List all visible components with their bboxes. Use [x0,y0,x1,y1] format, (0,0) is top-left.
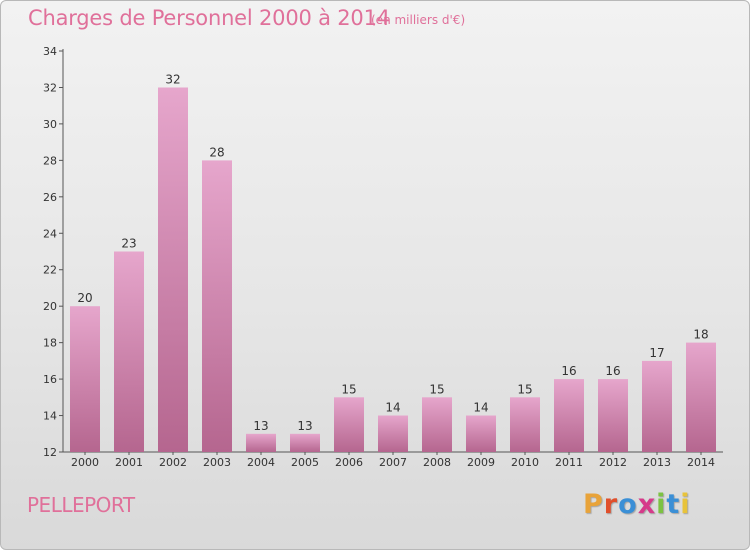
commune-name: PELLEPORT [27,493,135,517]
value-label: 15 [429,382,444,396]
x-tick-label: 2008 [423,456,451,469]
logo-letter: x [637,489,657,520]
x-tick-label: 2012 [599,456,627,469]
x-tick-label: 2000 [71,456,99,469]
y-tick-label: 14 [43,410,57,423]
y-tick-label: 22 [43,264,57,277]
x-tick-label: 2010 [511,456,539,469]
bar [642,360,672,452]
chart-title: Charges de Personnel 2000 à 2014 [28,6,390,30]
value-label: 18 [693,328,708,342]
logo-letter: o [618,489,638,520]
bar [466,415,496,452]
x-tick-label: 2011 [555,456,583,469]
y-tick-label: 28 [43,154,57,167]
proxiti-logo: Proxiti [583,489,691,520]
bar [598,379,628,452]
y-tick-label: 34 [43,45,57,58]
y-tick-label: 30 [43,118,57,131]
y-tick-label: 24 [43,227,57,240]
x-tick-label: 2005 [291,456,319,469]
x-tick-label: 2004 [247,456,275,469]
value-label: 15 [341,382,356,396]
x-tick-label: 2002 [159,456,187,469]
bars [70,87,716,452]
axes: 12 14 16 18 20 22 24 26 28 30 32 34 2000 2001 2002 2003… [43,45,723,469]
value-label: 15 [517,382,532,396]
x-tick-label: 2001 [115,456,143,469]
value-label: 14 [473,401,488,415]
bar [290,433,320,452]
value-label: 32 [165,72,180,86]
bar [114,251,144,452]
value-label: 23 [121,237,136,251]
value-label: 20 [77,291,92,305]
y-tick-label: 32 [43,81,57,94]
logo-letter: i [680,489,691,520]
value-label: 28 [209,145,224,159]
bar [70,306,100,452]
x-tick-label: 2007 [379,456,407,469]
bar [158,87,188,452]
x-tick-label: 2003 [203,456,231,469]
bar [510,397,540,452]
value-label: 16 [605,364,620,378]
x-tick-label: 2014 [687,456,715,469]
bar [686,342,716,452]
value-labels: 20 23 32 28 13 13 15 14 15 14 15 16 16 17 18 [77,72,708,432]
logo-letter: P [583,489,604,520]
value-label: 16 [561,364,576,378]
x-tick-label: 2013 [643,456,671,469]
y-tick-label: 26 [43,191,57,204]
bar [246,433,276,452]
y-tick-label: 16 [43,373,57,386]
value-label: 13 [253,419,268,433]
logo-letter: i [656,489,667,520]
value-label: 17 [649,346,664,360]
logo-letter: t [666,489,681,520]
x-tick-label: 2006 [335,456,363,469]
value-label: 14 [385,401,400,415]
x-tick-label: 2009 [467,456,495,469]
y-tick-label: 12 [43,446,57,459]
bar [422,397,452,452]
chart-subtitle: (en milliers d'€) [371,13,466,27]
logo-letter: r [603,489,619,520]
bar [334,397,364,452]
bar [202,160,232,452]
y-tick-label: 20 [43,300,57,313]
value-label: 13 [297,419,312,433]
bar [554,379,584,452]
y-tick-label: 18 [43,337,57,350]
bar [378,415,408,452]
